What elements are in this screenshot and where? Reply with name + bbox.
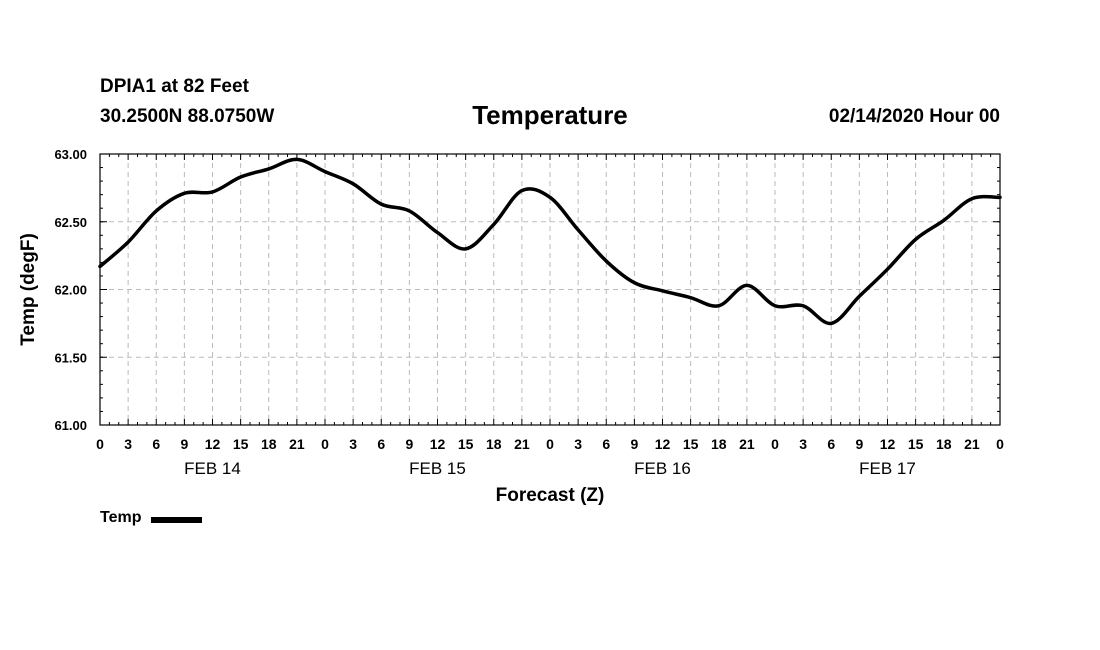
x-tick-label: 0 [996,436,1004,452]
temp-data-point [689,296,692,299]
y-tick-label: 61.50 [54,350,87,365]
x-tick-label: 12 [880,436,896,452]
x-tick-label: 6 [152,436,160,452]
temp-data-point [549,196,551,199]
day-label: FEB 17 [859,459,916,478]
station-label: DPIA1 at 82 Feet [100,76,249,97]
y-tick-label: 62.00 [54,283,87,298]
temp-data-point [914,238,917,241]
y-axis-label: Temp (degF) [18,233,39,346]
temp-data-point [183,192,186,195]
temp-data-point [717,304,720,307]
temp-data-point [436,231,439,234]
temp-data-point [521,189,523,192]
y-tick-label: 62.50 [54,215,87,230]
x-tick-label: 21 [964,436,980,452]
temp-data-point [324,170,326,173]
x-tick-label: 9 [630,436,638,452]
day-label: FEB 14 [184,459,241,478]
temp-data-point [858,295,861,298]
x-tick-label: 0 [96,436,104,452]
temp-data-point [605,260,608,262]
x-tick-label: 15 [458,436,474,452]
x-tick-label: 3 [349,436,357,452]
x-tick-label: 0 [321,436,329,452]
x-tick-label: 3 [574,436,582,452]
temp-data-point [999,196,1001,199]
x-tick-label: 18 [261,436,277,452]
x-tick-label: 12 [205,436,221,452]
plot-frame [99,153,1001,426]
x-axis-label: Forecast (Z) [496,485,605,506]
x-tick-label: 18 [711,436,727,452]
temp-data-point [577,229,579,231]
x-tick-label: 18 [486,436,502,452]
legend: Temp [100,509,203,527]
x-tick-label: 0 [771,436,779,452]
x-tick-label: 12 [655,436,671,452]
x-tick-label: 21 [739,436,755,452]
temp-data-point [802,304,804,307]
temp-data-point [774,304,776,307]
temp-data-point [267,168,270,170]
temp-data-point [239,176,242,178]
temp-data-point [380,203,383,205]
day-label: FEB 15 [409,459,466,478]
temp-data-point [830,322,833,325]
temp-data-point [352,183,354,185]
day-label: FEB 16 [634,459,691,478]
temp-data-point [942,219,945,222]
x-tick-label: 9 [855,436,863,452]
x-tick-label: 21 [514,436,530,452]
legend-swatch [151,516,203,523]
x-tick-label: 6 [602,436,610,452]
temp-data-point [99,265,101,268]
x-tick-label: 15 [908,436,924,452]
coordinates-label: 30.2500N 88.0750W [100,106,275,127]
x-tick-label: 6 [377,436,385,452]
x-tick-label: 9 [180,436,188,452]
x-tick-label: 21 [289,436,305,452]
temp-data-point [971,197,973,200]
chart-title: Temperature [472,100,628,130]
temp-data-point [408,210,411,212]
x-tick-label: 9 [405,436,413,452]
x-tick-label: 15 [233,436,249,452]
temp-data-point [633,281,636,284]
y-tick-label: 61.00 [54,418,87,433]
temp-data-point [746,284,748,287]
y-tick-label: 63.00 [54,147,87,162]
x-tick-label: 12 [430,436,446,452]
x-tick-label: 0 [546,436,554,452]
temp-data-point [211,191,214,193]
temp-data-point [296,158,298,161]
temp-data-point [886,268,889,270]
x-tick-label: 3 [124,436,132,452]
temp-data-point [492,223,495,226]
x-tick-label: 6 [827,436,835,452]
temp-data-point [127,241,129,243]
legend-label: Temp [100,509,142,526]
temp-data-point [464,248,467,250]
x-tick-label: 3 [799,436,807,452]
temp-data-point [661,290,664,292]
x-tick-label: 15 [683,436,699,452]
forecast-datetime: 02/14/2020 Hour 00 [828,106,1000,127]
x-tick-label: 18 [936,436,952,452]
temp-data-point [155,210,158,212]
